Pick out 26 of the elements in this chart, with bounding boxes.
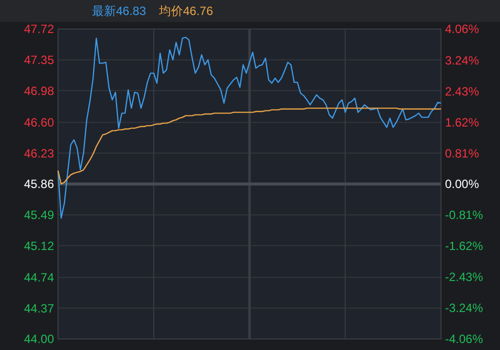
y2-tick-label: 0.81% <box>445 146 480 160</box>
y-tick-label: 45.86 <box>24 177 54 192</box>
y2-tick-label: 1.62% <box>445 115 480 130</box>
text: 均价46.76 <box>158 4 214 18</box>
y2-tick-label: 0.00% <box>445 177 480 192</box>
y2-tick-label: 3.24% <box>445 54 480 68</box>
y-tick-label: 44.74 <box>24 270 54 285</box>
line-series <box>57 108 442 185</box>
y2-tick-label: 4.06% <box>445 22 480 36</box>
y-tick-label: 47.72 <box>24 22 54 36</box>
y2-tick-label: -3.24% <box>445 300 484 315</box>
y2-tick-label: -0.81% <box>445 208 484 222</box>
y2-tick-label: -1.62% <box>445 239 484 254</box>
y2-tick-label: 2.43% <box>445 84 480 98</box>
y2-tick-label: -2.43% <box>445 270 484 284</box>
y-tick-label: 45.12 <box>24 238 54 253</box>
y-tick-label: 46.60 <box>24 116 54 130</box>
y-tick-label: 47.35 <box>24 53 54 68</box>
line-series <box>57 36 442 219</box>
y-tick-label: 46.98 <box>24 84 54 98</box>
y2-tick-label: -4.06% <box>445 332 484 346</box>
y-tick-label: 45.49 <box>24 208 54 222</box>
y-tick-label: 44.37 <box>24 301 54 316</box>
text: 最新46.83 <box>92 4 146 18</box>
y-tick-label: 46.23 <box>24 146 54 160</box>
y-tick-label: 44.00 <box>24 332 54 346</box>
